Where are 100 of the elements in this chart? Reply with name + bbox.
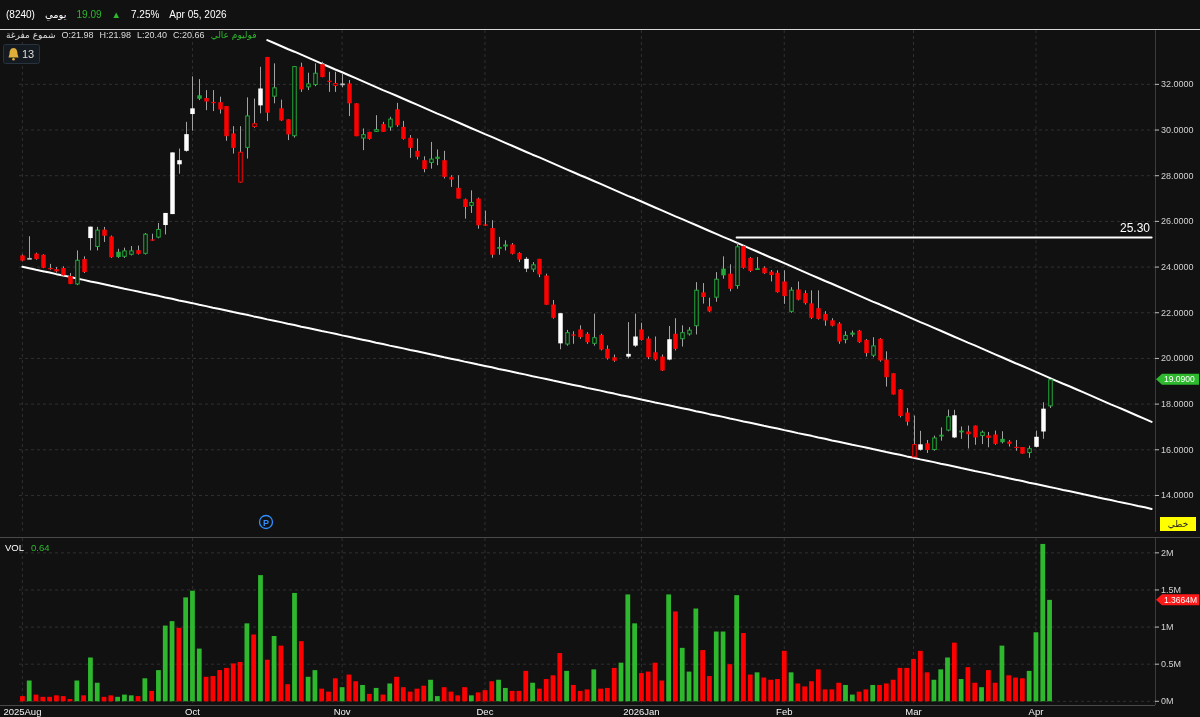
candlestick [143,232,148,256]
bar [40,696,46,702]
bar [366,693,372,702]
candlestick [75,249,80,286]
x-tick-label: 2026Jan [623,705,660,717]
candlestick [878,337,883,363]
candlestick [891,372,896,396]
candlestick [871,336,876,358]
y-tick-label: 32.0000 [1161,79,1194,90]
bar [577,690,583,702]
bar [679,647,685,702]
bar [373,687,379,702]
bar [162,625,168,702]
candlestick [633,313,638,348]
candlestick [272,62,277,104]
text: Apr 05, 2026 [169,8,228,20]
bar [258,575,263,702]
text: خطي [1167,519,1189,529]
bar [979,687,984,702]
bar [877,684,882,702]
candlestick [673,317,678,351]
bar [809,681,814,702]
bar [741,633,746,702]
bar [775,679,780,702]
annotation: P [262,517,270,528]
bar [625,594,631,702]
candlestick [204,89,209,111]
text: 1.3664M [1164,594,1198,605]
bar [122,694,127,702]
annotation: فوليوم عالي [210,30,257,40]
bar [47,696,52,702]
y-tick-label: 14.0000 [1161,490,1194,501]
bar [713,631,719,702]
candlestick [728,263,733,292]
bar [156,670,161,702]
bar [911,658,916,702]
bar [951,642,957,702]
bar [747,674,753,702]
candlestick [197,78,202,101]
candlestick [884,350,889,388]
annotation: C:20.66 [173,30,205,40]
y-tick-label: 1M [1161,622,1174,633]
candlestick [782,269,787,305]
bar [924,672,930,702]
bar [332,678,338,702]
bar [666,594,672,702]
bar [543,679,549,702]
candlestick [721,255,726,280]
bar [210,676,216,702]
bar [94,682,100,702]
bar [781,650,787,702]
candlestick [667,325,672,361]
annotation: 25.30 [1119,221,1151,236]
bar [985,670,991,702]
candlestick [626,321,631,359]
candlestick [415,137,420,160]
candlestick [190,75,195,132]
bar [734,595,740,702]
bar [407,691,413,702]
bar [108,695,114,702]
candlestick [401,120,406,141]
annotation: شموع مفرغة [6,30,56,40]
bar [523,670,529,702]
annotation: H:21.98 [99,30,132,40]
bar [149,690,155,702]
bar [673,611,678,702]
bar [1026,670,1032,702]
text: 19.09 [76,8,103,20]
bar [802,686,808,702]
bar [441,687,447,702]
bar [26,680,32,702]
line-series [266,39,1153,423]
candlestick [327,71,332,93]
candlestick [177,148,182,175]
bar [557,653,563,702]
bar [128,695,134,702]
bar [727,664,733,702]
bar [992,682,998,702]
bar [509,690,515,702]
candlestick [918,430,923,452]
bar [843,684,848,702]
line-series [21,265,1153,510]
annotation: L:20.40 [137,30,168,40]
x-tick-label: 2025Aug [3,705,42,717]
x-tick-label: Oct [185,705,201,717]
y-tick-label: 24.0000 [1161,262,1194,273]
y-tick-label: 20.0000 [1161,353,1194,364]
bar [489,681,495,702]
bar [224,667,229,702]
candlestick [551,299,556,320]
candlestick [211,89,216,112]
bar [768,679,774,702]
text: 19.0900 [1164,374,1195,385]
annotation: O:21.98 [61,30,94,40]
y-tick-label: 1.5M [1161,584,1182,595]
bar [945,657,950,702]
x-tick-label: Mar [905,705,922,717]
chart-subtitle: يومي [44,8,67,21]
candlestick [741,244,746,270]
bar [795,683,801,702]
